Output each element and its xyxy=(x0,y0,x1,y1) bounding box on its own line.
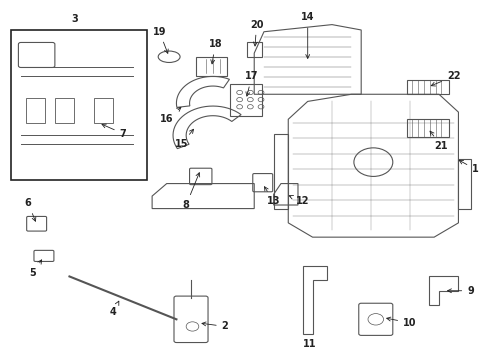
Text: 14: 14 xyxy=(300,13,314,58)
Text: 22: 22 xyxy=(430,71,459,86)
Text: 2: 2 xyxy=(202,321,228,332)
Text: 17: 17 xyxy=(244,71,258,96)
Text: 5: 5 xyxy=(30,260,41,278)
Text: 18: 18 xyxy=(208,39,222,64)
Text: 15: 15 xyxy=(174,129,193,149)
Text: 3: 3 xyxy=(71,14,78,24)
Text: 12: 12 xyxy=(289,195,309,206)
Text: 9: 9 xyxy=(447,286,473,296)
Text: 11: 11 xyxy=(303,339,316,349)
Text: 19: 19 xyxy=(152,27,168,53)
Text: 21: 21 xyxy=(429,131,447,151)
Text: 4: 4 xyxy=(110,301,119,317)
Text: 8: 8 xyxy=(183,173,199,210)
Text: 1: 1 xyxy=(458,160,478,174)
Text: 10: 10 xyxy=(386,317,416,328)
Text: 13: 13 xyxy=(264,187,280,206)
Text: 16: 16 xyxy=(160,107,181,124)
Text: 6: 6 xyxy=(25,198,36,221)
Text: 20: 20 xyxy=(249,19,263,46)
Text: 7: 7 xyxy=(102,124,126,139)
